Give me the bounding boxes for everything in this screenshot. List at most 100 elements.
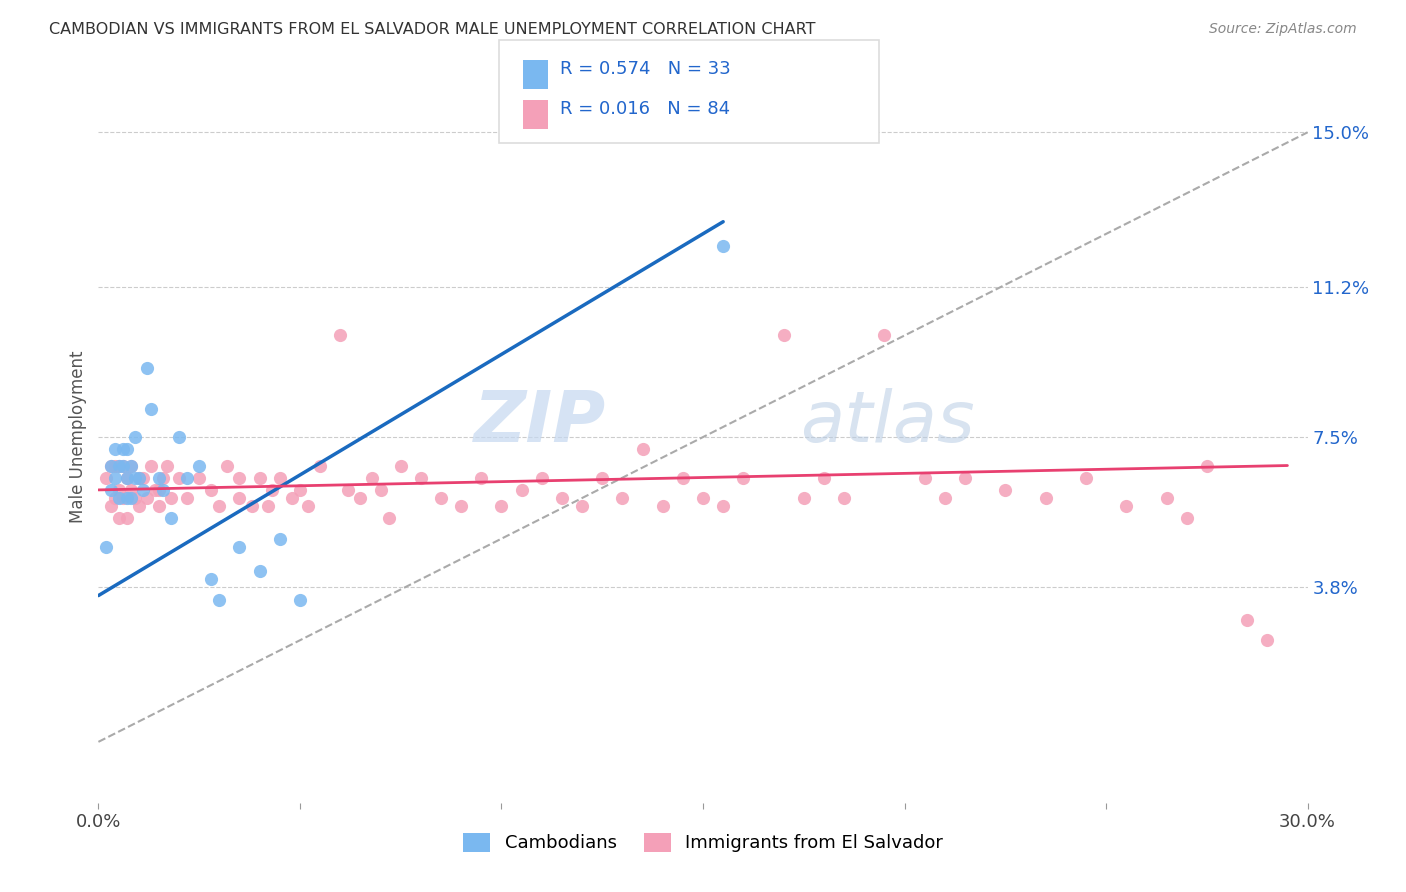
Point	[1175, 511, 1198, 525]
Point	[107, 491, 129, 505]
Point	[530, 471, 553, 485]
Point	[103, 442, 125, 457]
Point	[873, 328, 896, 343]
Point	[260, 483, 283, 497]
Point	[208, 499, 231, 513]
Point	[430, 491, 453, 505]
Point	[1236, 613, 1258, 627]
Point	[103, 471, 125, 485]
Point	[167, 430, 190, 444]
Point	[100, 458, 122, 473]
Point	[188, 471, 211, 485]
Point	[297, 499, 319, 513]
Point	[953, 471, 976, 485]
Y-axis label: Male Unemployment: Male Unemployment	[69, 351, 87, 524]
Point	[309, 458, 332, 473]
Point	[132, 471, 155, 485]
Point	[1074, 471, 1097, 485]
Point	[111, 442, 134, 457]
Point	[139, 458, 162, 473]
Point	[934, 491, 956, 505]
Point	[111, 491, 134, 505]
Point	[143, 483, 166, 497]
Point	[389, 458, 412, 473]
Point	[124, 471, 146, 485]
Point	[450, 499, 472, 513]
Point	[103, 458, 125, 473]
Point	[115, 491, 138, 505]
Point	[612, 491, 634, 505]
Point	[96, 540, 118, 554]
Point	[409, 471, 432, 485]
Point	[152, 471, 174, 485]
Point	[1115, 499, 1137, 513]
Point	[571, 499, 593, 513]
Point	[188, 458, 211, 473]
Point	[249, 564, 271, 578]
Point	[832, 491, 855, 505]
Point	[107, 458, 129, 473]
Point	[135, 491, 157, 505]
Point	[124, 430, 146, 444]
Point	[120, 458, 142, 473]
Point	[115, 471, 138, 485]
Point	[377, 511, 399, 525]
Point	[152, 483, 174, 497]
Point	[269, 532, 291, 546]
Point	[200, 572, 222, 586]
Point	[100, 499, 122, 513]
Point	[256, 499, 278, 513]
Point	[711, 499, 734, 513]
Point	[156, 458, 179, 473]
Point	[551, 491, 574, 505]
Point	[160, 511, 183, 525]
Point	[329, 328, 352, 343]
Point	[370, 483, 392, 497]
Point	[132, 483, 155, 497]
Text: CAMBODIAN VS IMMIGRANTS FROM EL SALVADOR MALE UNEMPLOYMENT CORRELATION CHART: CAMBODIAN VS IMMIGRANTS FROM EL SALVADOR…	[49, 22, 815, 37]
Point	[120, 458, 142, 473]
Point	[361, 471, 384, 485]
Point	[96, 471, 118, 485]
Point	[115, 471, 138, 485]
Point	[733, 471, 755, 485]
Point	[249, 471, 271, 485]
Point	[107, 511, 129, 525]
Point	[139, 401, 162, 416]
Point	[711, 239, 734, 253]
Point	[115, 511, 138, 525]
Point	[281, 491, 304, 505]
Point	[148, 471, 170, 485]
Point	[1195, 458, 1218, 473]
Point	[631, 442, 654, 457]
Point	[100, 483, 122, 497]
Point	[124, 491, 146, 505]
Point	[148, 499, 170, 513]
Point	[128, 471, 150, 485]
Point	[813, 471, 835, 485]
Point	[692, 491, 714, 505]
Point	[120, 491, 142, 505]
Point	[111, 458, 134, 473]
Text: R = 0.574   N = 33: R = 0.574 N = 33	[560, 60, 730, 78]
Point	[100, 458, 122, 473]
Point	[591, 471, 613, 485]
Point	[240, 499, 263, 513]
Point	[772, 328, 794, 343]
Point	[651, 499, 673, 513]
Legend: Cambodians, Immigrants from El Salvador: Cambodians, Immigrants from El Salvador	[456, 826, 950, 860]
Point	[1035, 491, 1057, 505]
Point	[148, 483, 170, 497]
Point	[115, 442, 138, 457]
Point	[288, 483, 311, 497]
Point	[160, 491, 183, 505]
Point	[1156, 491, 1178, 505]
Point	[228, 491, 250, 505]
Text: atlas: atlas	[800, 388, 974, 457]
Point	[167, 471, 190, 485]
Point	[111, 458, 134, 473]
Point	[176, 491, 198, 505]
Text: ZIP: ZIP	[474, 388, 606, 457]
Point	[228, 540, 250, 554]
Point	[349, 491, 371, 505]
